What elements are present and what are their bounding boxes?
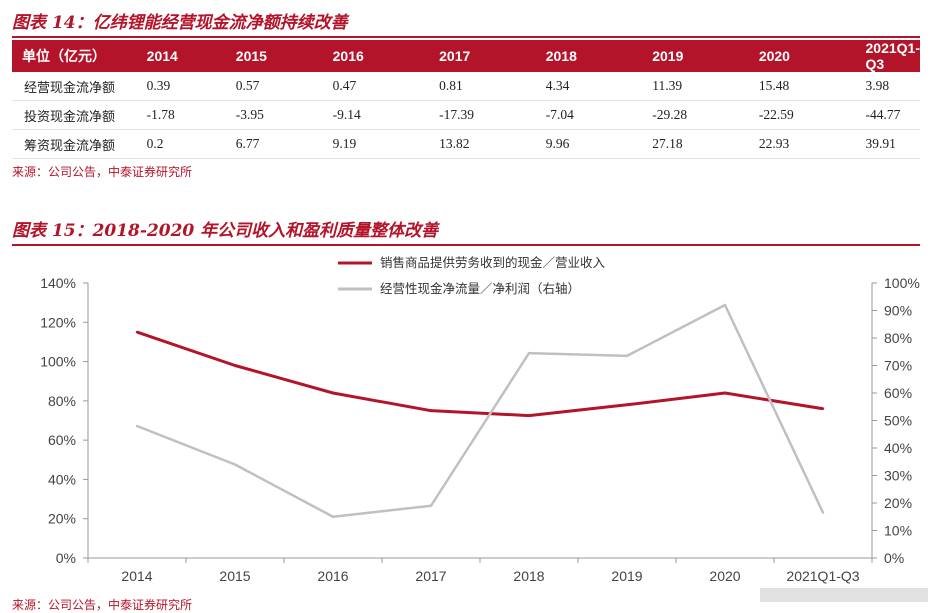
- table-header-cell: 2018: [535, 40, 643, 72]
- figure-15-source: 来源：公司公告，中泰证券研究所: [12, 598, 193, 612]
- dual-axis-line-chart: 0% 20% 40% 60% 80% 100% 120% 140% 0% 10% 20% 30% 40%…: [40, 255, 920, 584]
- table-cell: 39.91: [855, 129, 920, 159]
- table-cell: 13.82: [429, 129, 536, 159]
- table-cell: 0.81: [429, 72, 536, 101]
- series-1-point: [527, 414, 531, 417]
- table-cell: 9.19: [322, 129, 430, 159]
- table-header-cell: 2017: [429, 40, 536, 72]
- chart-series: [135, 303, 825, 518]
- chart-axes: 0% 20% 40% 60% 80% 100% 120% 140% 0% 10% 20% 30% 40%…: [40, 275, 920, 584]
- table-header-cell: 2015: [225, 40, 323, 72]
- table-cell: 0.47: [322, 72, 430, 101]
- right-axis-tick-label: 60%: [884, 385, 912, 401]
- right-axis-tick-label: 50%: [884, 413, 912, 429]
- table-row-label: 经营现金流净额: [12, 72, 137, 101]
- table-cell: -3.95: [225, 100, 323, 130]
- series-2-point: [527, 351, 531, 355]
- table-cell: 0.39: [136, 72, 226, 101]
- table-row-label: 筹资现金流净额: [12, 129, 137, 159]
- series-2-point: [625, 354, 629, 358]
- table-header-cell: 2019: [642, 40, 749, 72]
- table-row: 经营现金流净额 0.39 0.57 0.47 0.81 4.34 11.39 1…: [12, 72, 920, 101]
- series-2-point: [723, 303, 727, 307]
- table-cell: 22.93: [748, 129, 856, 159]
- table-header-cell: 2020: [748, 40, 856, 72]
- table-row: 投资现金流净额 -1.78 -3.95 -9.14 -17.39 -7.04 -…: [12, 100, 920, 130]
- x-axis-tick-label: 2016: [317, 568, 348, 584]
- right-axis-tick-label: 10%: [884, 523, 912, 539]
- left-axis-tick-label: 60%: [48, 432, 76, 448]
- x-axis-tick-label: 2021Q1-Q3: [786, 568, 859, 584]
- right-axis-tick-label: 100%: [884, 275, 920, 291]
- table-cell: 15.48: [748, 72, 856, 101]
- cashflow-table: 单位（亿元） 2014 2015 2016 2017 2018 2019 202…: [12, 40, 920, 159]
- series-2-point: [233, 463, 237, 466]
- series-1-point: [723, 391, 727, 395]
- figure-14-title-rule: [12, 36, 920, 38]
- series-1-point: [625, 403, 629, 406]
- table-header-row: 单位（亿元） 2014 2015 2016 2017 2018 2019 202…: [12, 40, 920, 72]
- x-axis-tick-label: 2015: [219, 568, 250, 584]
- table-header-cell: 2014: [136, 40, 226, 72]
- x-axis-tick-label: 2017: [415, 568, 446, 584]
- table-cell: -44.77: [855, 100, 920, 130]
- table-header-cell: 2016: [322, 40, 430, 72]
- series-1-point: [233, 364, 237, 367]
- figure-14-title: 图表 14：亿纬锂能经营现金流净额持续改善: [12, 13, 348, 33]
- table-row-label: 投资现金流净额: [12, 100, 137, 130]
- x-axis-tick-label: 2020: [709, 568, 740, 584]
- right-axis-tick-label: 0%: [884, 550, 904, 566]
- right-axis-tick-label: 40%: [884, 440, 912, 456]
- x-axis-tick-label: 2019: [611, 568, 642, 584]
- right-axis-tick-label: 90%: [884, 303, 912, 319]
- series-1-point: [429, 409, 433, 412]
- left-axis-tick-label: 80%: [48, 393, 76, 409]
- left-axis-tick-label: 40%: [48, 471, 76, 487]
- table-cell: 3.98: [855, 72, 920, 101]
- legend-label-2: 经营性现金净流量／净利润（右轴）: [380, 281, 580, 296]
- x-axis-tick-label: 2018: [513, 568, 544, 584]
- series-1-point: [331, 391, 335, 395]
- series-2-point: [821, 511, 825, 514]
- series-2-point: [429, 504, 433, 507]
- series-1-point: [135, 330, 139, 334]
- table-cell: 4.34: [535, 72, 643, 101]
- left-axis-tick-label: 140%: [40, 275, 76, 291]
- table-header-cell: 单位（亿元）: [12, 40, 137, 72]
- left-axis-tick-label: 20%: [48, 511, 76, 527]
- right-axis-tick-label: 80%: [884, 330, 912, 346]
- right-axis-tick-label: 70%: [884, 358, 912, 374]
- right-axis-tick-label: 30%: [884, 468, 912, 484]
- series-line-2: [136, 303, 825, 518]
- series-line-1: [136, 330, 824, 418]
- table-cell: 0.2: [136, 129, 226, 159]
- series-2-point: [135, 424, 139, 428]
- table-cell: 11.39: [642, 72, 749, 101]
- table-cell: -22.59: [748, 100, 856, 130]
- series-1-point: [821, 407, 825, 410]
- table-cell: 0.57: [225, 72, 323, 101]
- table-cell: 6.77: [225, 129, 323, 159]
- left-axis-tick-label: 0%: [56, 550, 76, 566]
- x-axis-tick-label: 2014: [121, 568, 152, 584]
- figure-14-source: 来源：公司公告，中泰证券研究所: [12, 165, 193, 179]
- series-2-point: [331, 515, 335, 518]
- table-cell: -9.14: [322, 100, 430, 130]
- figure-15-title: 图表 15：2018-2020 年公司收入和盈利质量整体改善: [12, 221, 439, 241]
- table-cell: 9.96: [535, 129, 643, 159]
- right-axis-tick-label: 20%: [884, 495, 912, 511]
- left-axis-tick-label: 120%: [40, 314, 76, 330]
- table-cell: -7.04: [535, 100, 643, 130]
- legend-label-1: 销售商品提供劳务收到的现金／营业收入: [380, 255, 606, 270]
- watermark-blur: [760, 588, 928, 602]
- table-cell: -17.39: [429, 100, 536, 130]
- table-cell: -29.28: [642, 100, 749, 130]
- table-cell: -1.78: [136, 100, 226, 130]
- left-axis-tick-label: 100%: [40, 354, 76, 370]
- table-row: 筹资现金流净额 0.2 6.77 9.19 13.82 9.96 27.18 2…: [12, 129, 920, 159]
- table-header-cell: 2021Q1-Q3: [855, 40, 920, 72]
- figure-15-title-rule: [12, 244, 920, 246]
- table-cell: 27.18: [642, 129, 749, 159]
